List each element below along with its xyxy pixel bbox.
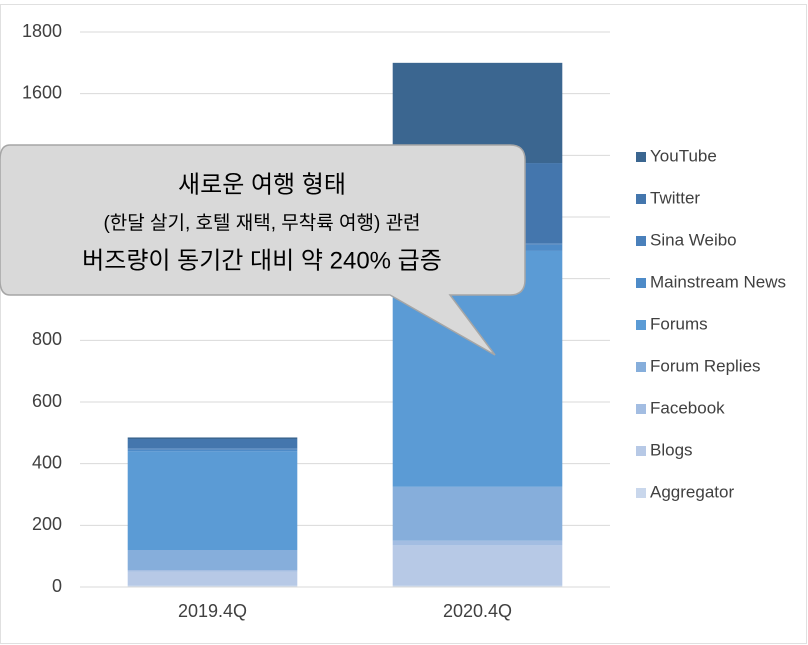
- bar-segment: [392, 585, 563, 587]
- callout-line: 새로운 여행 형태: [178, 171, 346, 198]
- callout-line: (한달 살기, 호텔 재택, 무착륙 여행) 관련: [103, 212, 420, 234]
- legend-label: Sina Weibo: [650, 230, 737, 249]
- legend-swatch: [636, 320, 646, 330]
- legend-label: Forum Replies: [650, 356, 761, 375]
- legend-label: Twitter: [650, 188, 700, 207]
- bar-segment: [127, 449, 298, 452]
- legend-swatch: [636, 446, 646, 456]
- bar-segment: [127, 437, 298, 439]
- y-tick-label: 200: [32, 514, 62, 534]
- y-tick-label: 600: [32, 391, 62, 411]
- bar-segment: [127, 571, 298, 586]
- legend-label: Forums: [650, 314, 708, 333]
- legend-swatch: [636, 362, 646, 372]
- plot: 0200400600800100012001400160018002019.4Q…: [22, 21, 786, 621]
- y-tick-label: 1600: [22, 82, 62, 102]
- bar-segment: [127, 570, 298, 572]
- legend-swatch: [636, 488, 646, 498]
- x-tick-label: 2020.4Q: [443, 601, 512, 621]
- bar-segment: [127, 439, 298, 449]
- bar-segment: [127, 585, 298, 587]
- legend-label: Mainstream News: [650, 272, 786, 291]
- legend-label: Facebook: [650, 398, 725, 417]
- callout-line: 버즈량이 동기간 대비 약 240% 급증: [82, 247, 442, 274]
- bar-segment: [392, 545, 563, 586]
- x-tick-label: 2019.4Q: [178, 601, 247, 621]
- y-tick-label: 800: [32, 329, 62, 349]
- y-tick-label: 400: [32, 452, 62, 472]
- y-tick-label: 1800: [22, 21, 62, 41]
- bar-segment: [127, 550, 298, 571]
- legend-label: YouTube: [650, 146, 717, 165]
- bar-segment: [392, 486, 563, 541]
- legend-label: Aggregator: [650, 482, 734, 501]
- callout-bubble: [0, 144, 526, 356]
- legend-swatch: [636, 278, 646, 288]
- bar-segment: [392, 540, 563, 546]
- callout: 새로운 여행 형태 (한달 살기, 호텔 재택, 무착륙 여행) 관련 버즈량이…: [0, 144, 526, 356]
- y-tick-label: 0: [52, 576, 62, 596]
- legend-swatch: [636, 152, 646, 162]
- legend-swatch: [636, 194, 646, 204]
- bar-segment: [127, 451, 298, 550]
- legend-swatch: [636, 404, 646, 414]
- frame: [0, 4, 807, 644]
- bar-segment: [127, 448, 298, 450]
- legend-label: Blogs: [650, 440, 693, 459]
- legend-swatch: [636, 236, 646, 246]
